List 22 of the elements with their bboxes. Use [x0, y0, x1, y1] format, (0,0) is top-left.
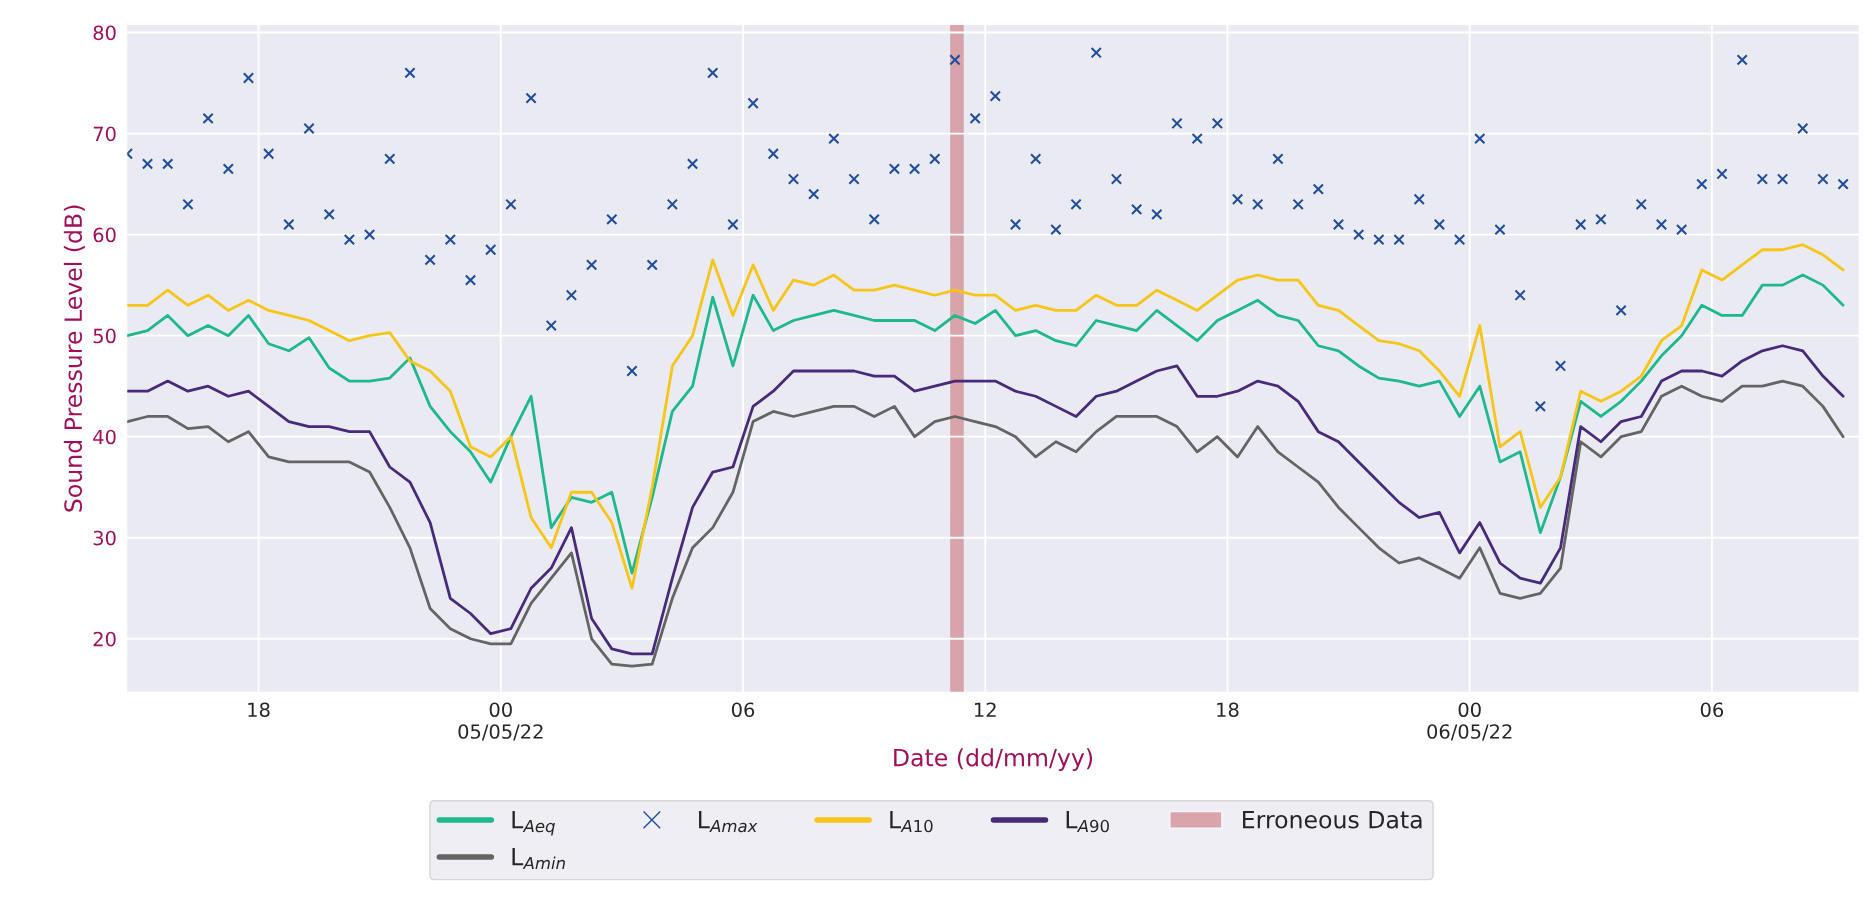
legend-label: L$_{A90}$ — [1066, 810, 1109, 833]
x-axis-title: Date (dd/mm/yy) — [894, 748, 1093, 772]
x-tick-label: 06 — [731, 702, 755, 718]
x-tick-label: 18 — [1217, 702, 1239, 718]
y-axis-title: Sound Pressure Level (dB) — [63, 205, 85, 512]
legend-label: L$_{A10}$ — [890, 810, 933, 833]
x-tick-label: 06 — [1700, 702, 1724, 718]
y-tick-label: 30 — [93, 530, 116, 546]
legend-label: L$_{Amin}$ — [512, 848, 565, 870]
x-tick-label: 00 06/05/22 — [1427, 702, 1512, 741]
y-tick-label: 60 — [93, 227, 116, 243]
y-tick-label: 50 — [93, 328, 116, 344]
x-tick-label: 12 — [975, 702, 996, 717]
legend-label: L$_{Aeq}$ — [512, 810, 555, 836]
y-tick-label: 70 — [93, 126, 116, 142]
legend-label: L$_{Amax}$ — [699, 810, 758, 833]
x-tick-label: 00 05/05/22 — [458, 702, 543, 741]
y-tick-label: 20 — [93, 631, 116, 647]
x-tick-label: 18 — [248, 702, 270, 718]
y-tick-label: 80 — [93, 25, 116, 41]
legend-label: Erroneous Data — [1243, 810, 1422, 829]
y-tick-label: 40 — [93, 429, 116, 445]
